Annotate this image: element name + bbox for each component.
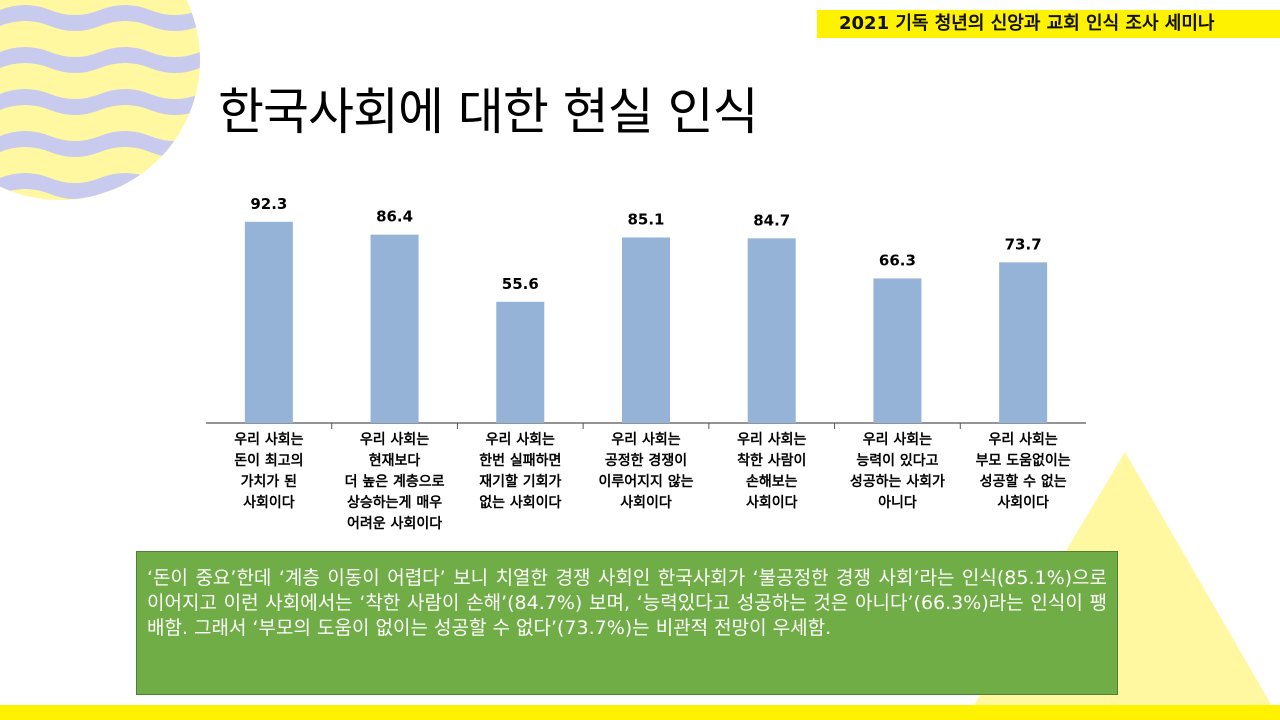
category-label: 착한 사람이 <box>737 452 806 469</box>
data-label: 55.6 <box>502 275 539 293</box>
category-label: 상승하는게 매우 <box>347 494 442 511</box>
slide-title: 한국사회에 대한 현실 인식 <box>218 83 759 141</box>
category-label: 성공할 수 없는 <box>980 473 1067 490</box>
category-label: 사회이다 <box>997 494 1049 511</box>
category-label: 재기할 기회가 <box>479 473 561 490</box>
bar <box>622 237 670 423</box>
data-label: 84.7 <box>753 211 790 229</box>
category-label: 능력이 있다고 <box>856 452 938 469</box>
bar <box>873 278 922 423</box>
category-label: 없는 사회이다 <box>479 494 561 511</box>
data-label: 66.3 <box>879 251 916 269</box>
category-label: 부모 도움없이는 <box>976 452 1071 469</box>
category-label: 우리 사회는 <box>360 432 429 448</box>
category-label: 사회이다 <box>746 494 798 511</box>
category-label: 어려운 사회이다 <box>347 515 442 532</box>
category-label: 우리 사회는 <box>234 432 303 448</box>
category-label: 아니다 <box>878 494 917 511</box>
seminar-banner: 2021 기독 청년의 신앙과 교회 인식 조사 세미나 <box>817 10 1280 38</box>
category-label: 사회이다 <box>243 494 295 511</box>
category-label: 이루어지지 않는 <box>598 473 693 490</box>
category-label: 한번 실패하면 <box>479 452 561 469</box>
data-label: 85.1 <box>627 210 664 228</box>
category-label: 가치가 된 <box>241 473 297 490</box>
bar <box>496 301 545 423</box>
category-label: 우리 사회는 <box>989 432 1058 448</box>
data-label: 86.4 <box>376 208 413 226</box>
wave-decoration <box>0 0 200 200</box>
summary-text: ‘돈이 중요’한데 ‘계층 이동이 어렵다’ 보니 치열한 경쟁 사회인 한국사… <box>147 567 1107 639</box>
bar <box>747 238 796 423</box>
category-label: 우리 사회는 <box>863 432 932 448</box>
data-label: 73.7 <box>1005 235 1042 253</box>
bar <box>244 221 293 423</box>
data-label: 92.3 <box>250 195 287 213</box>
category-label: 우리 사회는 <box>737 432 806 448</box>
category-label: 손해보는 <box>746 474 798 490</box>
bar <box>370 234 419 423</box>
category-label: 공정한 경쟁이 <box>605 452 687 469</box>
summary-box: ‘돈이 중요’한데 ‘계층 이동이 어렵다’ 보니 치열한 경쟁 사회인 한국사… <box>136 551 1118 695</box>
category-label: 우리 사회는 <box>611 432 680 448</box>
category-label: 더 높은 계층으로 <box>345 474 445 490</box>
category-label: 현재보다 <box>369 453 421 469</box>
bottom-strip <box>0 705 1280 720</box>
category-label: 돈이 최고의 <box>234 452 303 469</box>
category-label: 사회이다 <box>620 494 672 511</box>
category-label: 성공하는 사회가 <box>850 473 945 490</box>
category-label: 우리 사회는 <box>486 432 555 448</box>
bar <box>999 262 1048 423</box>
